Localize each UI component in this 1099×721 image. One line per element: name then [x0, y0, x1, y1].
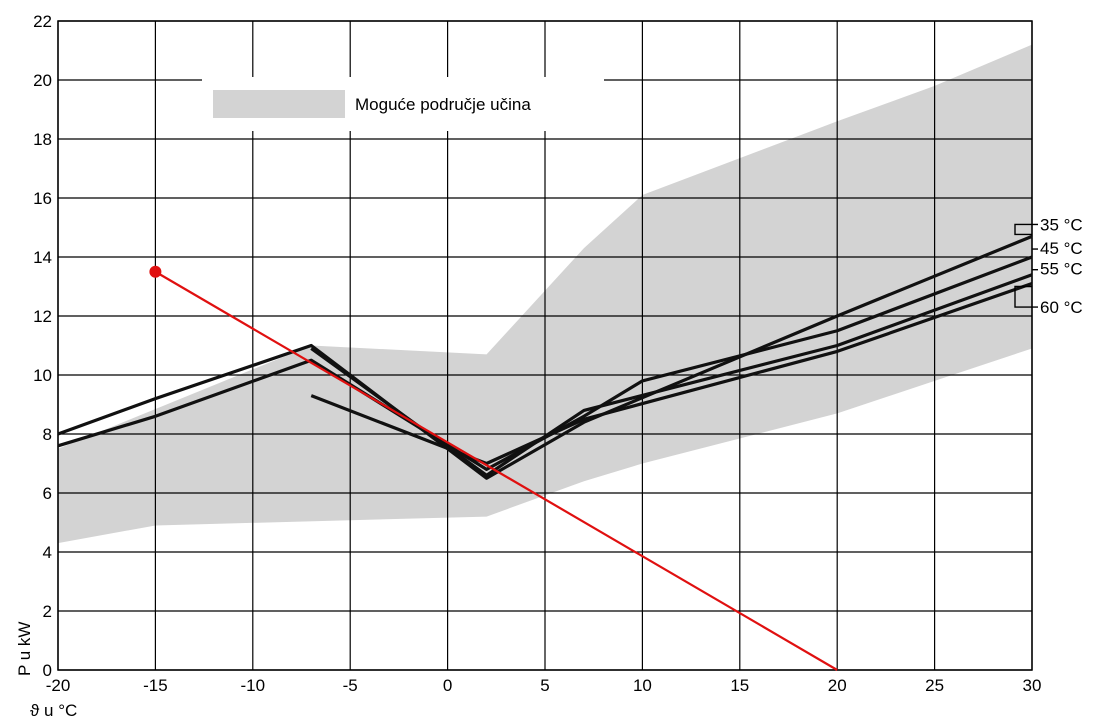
legend-swatch — [213, 90, 345, 118]
y-tick-label: 6 — [43, 484, 52, 503]
y-tick-label: 4 — [43, 543, 52, 562]
y-axis-label: P u kW — [15, 622, 34, 676]
annotation-layer — [149, 265, 838, 671]
x-tick-label: 20 — [828, 676, 847, 695]
series-line — [310, 282, 1033, 466]
series-line — [57, 234, 1033, 480]
y-tick-label: 20 — [33, 71, 52, 90]
x-tick-label: -15 — [143, 676, 168, 695]
y-tick-label: 16 — [33, 189, 52, 208]
series-label: 60 °C — [1040, 298, 1083, 317]
y-tick-label: 8 — [43, 425, 52, 444]
x-tick-label: 10 — [633, 676, 652, 695]
x-tick-label: 30 — [1023, 676, 1042, 695]
series-label: 45 °C — [1040, 239, 1083, 258]
plot-frame — [57, 20, 1033, 671]
x-tick-label: -5 — [343, 676, 358, 695]
series-label: 35 °C — [1040, 215, 1083, 234]
x-tick-label: 5 — [540, 676, 549, 695]
x-tick-label: -10 — [241, 676, 266, 695]
x-tick-label: 0 — [443, 676, 452, 695]
x-tick-label: -20 — [46, 676, 71, 695]
y-tick-label: 22 — [33, 12, 52, 31]
y-tick-label: 12 — [33, 307, 52, 326]
label-bracket — [1014, 223, 1032, 236]
y-tick-label: 10 — [33, 366, 52, 385]
legend: Moguće područje učina — [202, 77, 604, 131]
annotation-marker — [149, 265, 162, 278]
y-tick-label: 18 — [33, 130, 52, 149]
x-axis-label: ϑ u °C — [30, 701, 77, 720]
series-layer — [57, 234, 1033, 480]
series-label-layer: 35 °C 45 °C 55 °C 60 °C — [1014, 215, 1083, 317]
tick-layer: -20 -15 -10 -5 0 5 10 15 20 25 30 0 2 4 6 8 10 12 14 16 18 20… — [33, 12, 1041, 695]
x-tick-label: 15 — [730, 676, 749, 695]
x-tick-label: 25 — [925, 676, 944, 695]
y-tick-label: 2 — [43, 602, 52, 621]
y-tick-label: 14 — [33, 248, 52, 267]
legend-label: Moguće područje učina — [355, 95, 531, 114]
y-tick-label: 0 — [43, 661, 52, 680]
annotation-line — [154, 270, 838, 671]
label-bracket — [1014, 285, 1038, 308]
series-label: 55 °C — [1040, 260, 1083, 279]
series-line — [310, 273, 1033, 477]
